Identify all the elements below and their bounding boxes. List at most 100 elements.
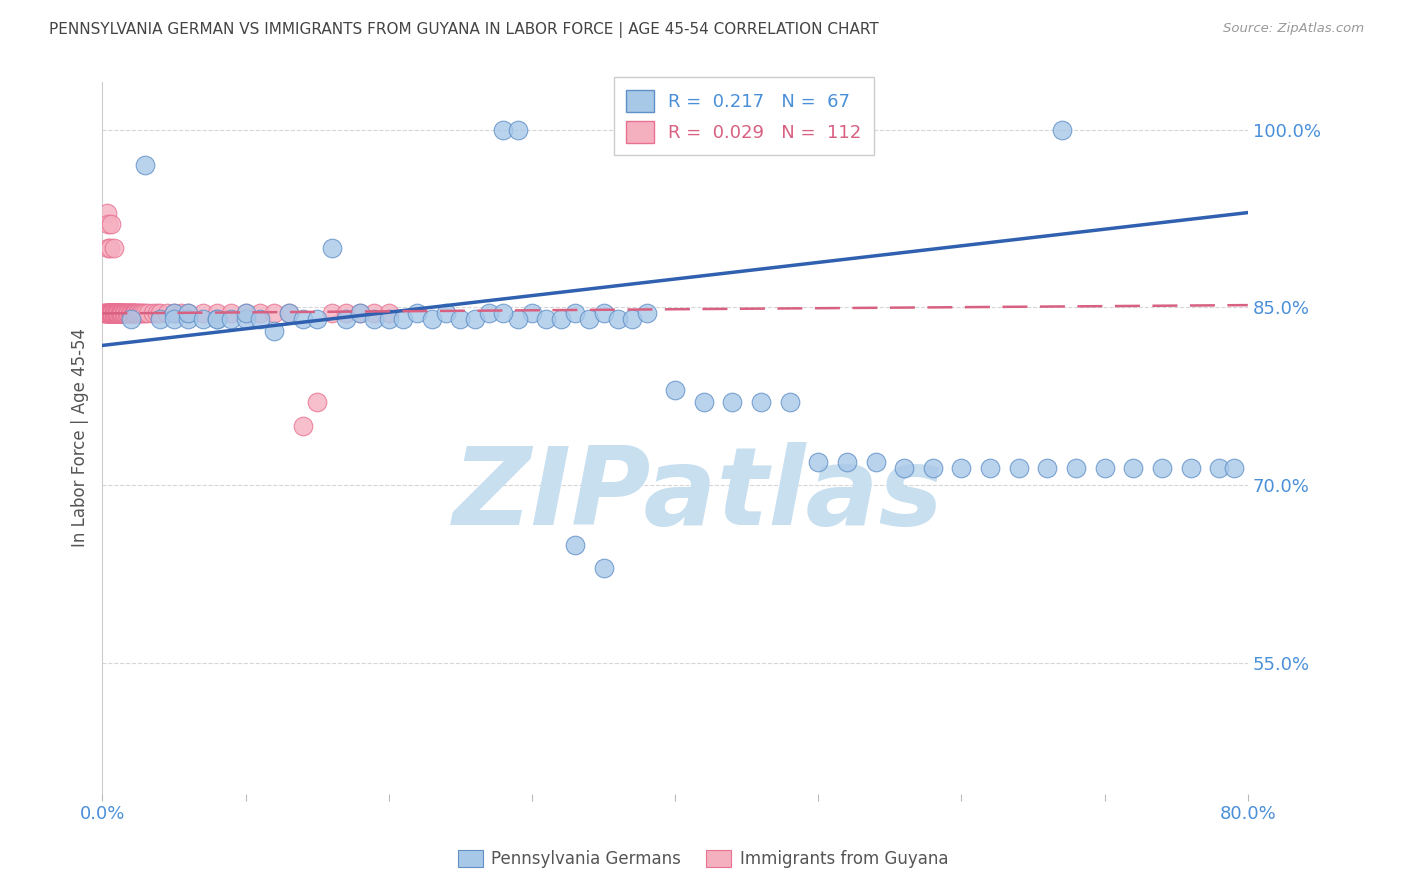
Point [110,306,132,320]
Point [291,312,314,326]
Point [170,306,193,320]
Point [104,306,127,320]
Y-axis label: In Labor Force | Age 45-54: In Labor Force | Age 45-54 [72,328,89,548]
Point [235,312,257,326]
Point [1180,460,1202,475]
Point [97,306,120,320]
Point [478,306,501,320]
Point [96,205,118,219]
Point [120,312,142,326]
Point [1150,460,1173,475]
Point [125,306,148,320]
Point [536,312,558,326]
Point [100,218,122,232]
Point [520,306,543,320]
Point [118,306,141,320]
Point [979,460,1001,475]
Point [349,306,371,320]
Point [128,306,150,320]
Point [103,306,125,320]
Point [101,306,124,320]
Legend: Pennsylvania Germans, Immigrants from Guyana: Pennsylvania Germans, Immigrants from Gu… [451,843,955,875]
Point [103,306,125,320]
Point [134,158,156,172]
Point [105,306,128,320]
Point [124,306,146,320]
Point [335,306,357,320]
Point [749,395,772,409]
Point [121,306,143,320]
Point [550,312,572,326]
Point [779,395,801,409]
Point [97,218,120,232]
Point [807,455,830,469]
Point [98,306,121,320]
Point [101,306,124,320]
Point [1064,460,1087,475]
Point [118,306,141,320]
Point [349,306,371,320]
Point [96,306,118,320]
Point [114,306,136,320]
Point [177,306,200,320]
Point [277,306,299,320]
Point [122,306,145,320]
Point [163,312,186,326]
Point [307,312,329,326]
Point [177,306,200,320]
Point [97,306,120,320]
Point [1094,460,1116,475]
Point [94,306,117,320]
Point [134,306,156,320]
Point [104,306,127,320]
Point [191,306,214,320]
Point [163,306,186,320]
Point [112,306,135,320]
Point [107,306,129,320]
Point [335,312,357,326]
Point [564,538,586,552]
Point [363,306,385,320]
Point [105,306,128,320]
Point [420,312,443,326]
Point [105,306,128,320]
Point [117,306,139,320]
Point [221,306,243,320]
Point [115,306,138,320]
Text: Source: ZipAtlas.com: Source: ZipAtlas.com [1223,22,1364,36]
Point [122,306,145,320]
Point [434,306,457,320]
Point [108,306,131,320]
Point [98,306,121,320]
Point [449,312,471,326]
Point [105,306,128,320]
Point [307,395,329,409]
Point [721,395,744,409]
Point [110,306,132,320]
Point [120,306,142,320]
Point [110,306,132,320]
Point [112,306,135,320]
Point [865,455,887,469]
Point [146,306,169,320]
Point [107,306,129,320]
Point [101,306,124,320]
Point [105,306,128,320]
Point [578,312,600,326]
Point [664,384,686,398]
Point [107,306,129,320]
Text: PENNSYLVANIA GERMAN VS IMMIGRANTS FROM GUYANA IN LABOR FORCE | AGE 45-54 CORRELA: PENNSYLVANIA GERMAN VS IMMIGRANTS FROM G… [49,22,879,38]
Point [321,241,343,255]
Point [93,306,115,320]
Point [835,455,858,469]
Point [1122,460,1144,475]
Point [235,306,257,320]
Point [101,306,124,320]
Point [277,306,299,320]
Point [621,312,644,326]
Point [592,561,614,575]
Point [98,306,121,320]
Point [107,306,129,320]
Point [112,306,135,320]
Point [105,306,128,320]
